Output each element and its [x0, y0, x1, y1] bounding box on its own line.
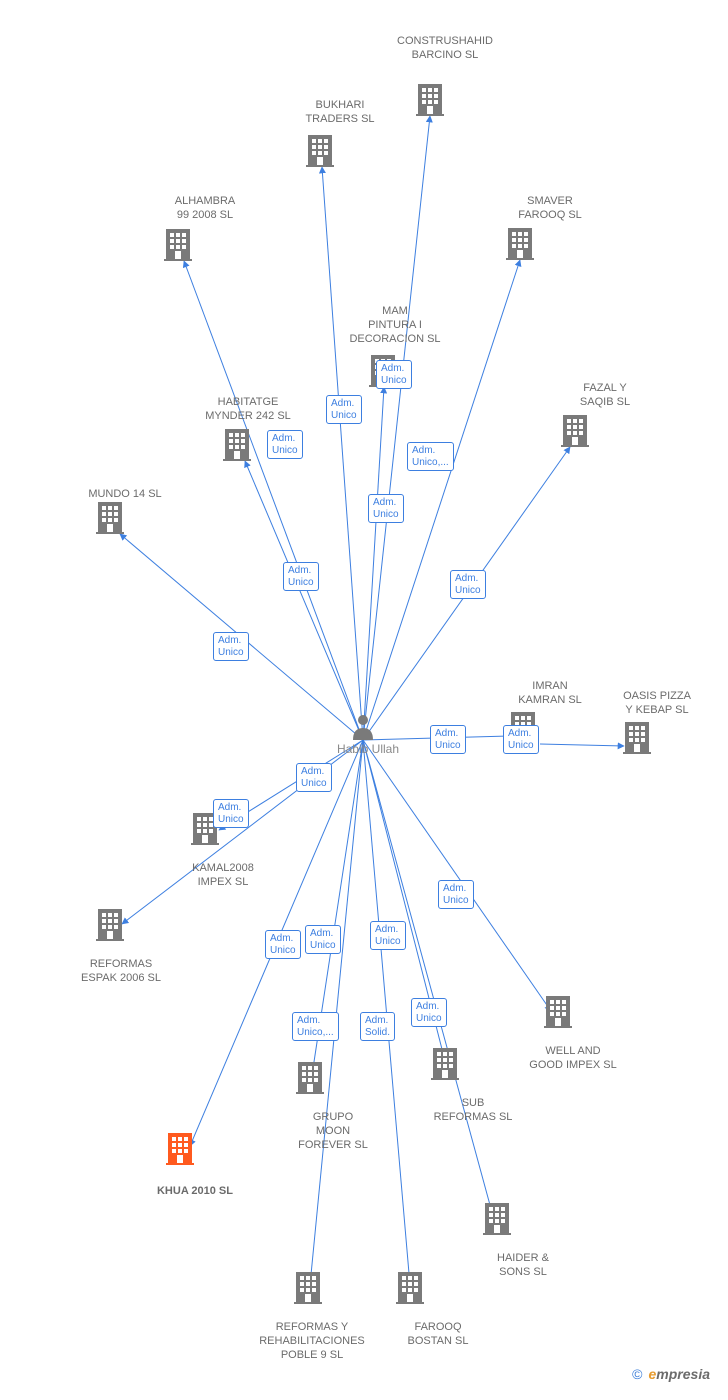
- edge-label: Adm. Unico: [376, 360, 412, 389]
- edge-label: Adm. Unico: [213, 632, 249, 661]
- building-icon[interactable]: [396, 1270, 424, 1304]
- building-icon[interactable]: [416, 82, 444, 116]
- edge-label: Adm. Unico,...: [407, 442, 454, 471]
- building-icon[interactable]: [431, 1046, 459, 1080]
- edge-label: Adm. Solid.: [360, 1012, 395, 1041]
- edge-label: Adm. Unico: [305, 925, 341, 954]
- node-label: FAZAL Y SAQIB SL: [550, 382, 660, 410]
- node-label: IMRAN KAMRAN SL: [495, 680, 605, 708]
- node-label: KAMAL2008 IMPEX SL: [168, 862, 278, 890]
- edge-label: Adm. Unico: [368, 494, 404, 523]
- node-label: SMAVER FAROOQ SL: [495, 195, 605, 223]
- node-label: OASIS PIZZA Y KEBAP SL: [602, 690, 712, 718]
- edge-line: [184, 261, 363, 740]
- building-icon[interactable]: [483, 1201, 511, 1235]
- edge-line: [363, 740, 551, 1011]
- edge-label: Adm. Unico: [411, 998, 447, 1027]
- building-icon[interactable]: [623, 720, 651, 754]
- node-label: KHUA 2010 SL: [140, 1185, 250, 1199]
- building-icon[interactable]: [506, 226, 534, 260]
- building-icon[interactable]: [294, 1270, 322, 1304]
- building-icon[interactable]: [561, 413, 589, 447]
- node-label: HABITATGE MYNDER 242 SL: [193, 396, 303, 424]
- edge-line: [540, 744, 624, 746]
- edge-line: [245, 461, 363, 740]
- node-label: GRUPO MOON FOREVER SL: [278, 1111, 388, 1152]
- edge-line: [363, 387, 384, 740]
- edge-label: Adm. Unico: [438, 880, 474, 909]
- node-label: WELL AND GOOD IMPEX SL: [518, 1045, 628, 1073]
- node-label: SUB REFORMAS SL: [418, 1097, 528, 1125]
- building-icon[interactable]: [164, 227, 192, 261]
- edge-line: [322, 167, 363, 740]
- building-icon[interactable]: [306, 133, 334, 167]
- edge-label: Adm. Unico: [503, 725, 539, 754]
- building-icon[interactable]: [166, 1131, 194, 1165]
- edge-label: Adm. Unico: [430, 725, 466, 754]
- node-label: ALHAMBRA 99 2008 SL: [150, 195, 260, 223]
- edge-label: Adm. Unico,...: [292, 1012, 339, 1041]
- edge-label: Adm. Unico: [370, 921, 406, 950]
- edge-label: Adm. Unico: [213, 799, 249, 828]
- edge-label: Adm. Unico: [296, 763, 332, 792]
- node-label: MAM PINTURA I DECORACION SL: [340, 305, 450, 346]
- node-label: REFORMAS Y REHABILITACIONES POBLE 9 SL: [257, 1321, 367, 1362]
- node-label: FAROOQ BOSTAN SL: [383, 1321, 493, 1349]
- person-icon: [351, 712, 375, 740]
- edge-label: Adm. Unico: [267, 430, 303, 459]
- node-label: MUNDO 14 SL: [70, 488, 180, 502]
- copyright: © empresia: [632, 1366, 710, 1382]
- building-icon[interactable]: [96, 907, 124, 941]
- brand-logo: empresia: [649, 1366, 711, 1382]
- copyright-symbol: ©: [632, 1366, 642, 1382]
- center-label: Habib Ullah: [328, 742, 408, 757]
- edge-label: Adm. Unico: [283, 562, 319, 591]
- edge-label: Adm. Unico: [265, 930, 301, 959]
- building-icon[interactable]: [96, 500, 124, 534]
- building-icon[interactable]: [223, 427, 251, 461]
- building-icon[interactable]: [544, 994, 572, 1028]
- edge-line: [363, 116, 430, 740]
- node-label: BUKHARI TRADERS SL: [285, 99, 395, 127]
- node-label: HAIDER & SONS SL: [468, 1252, 578, 1280]
- edge-label: Adm. Unico: [450, 570, 486, 599]
- building-icon[interactable]: [296, 1060, 324, 1094]
- node-label: REFORMAS ESPAK 2006 SL: [66, 958, 176, 986]
- node-label: CONSTRUSHAHID BARCINO SL: [390, 35, 500, 63]
- edge-label: Adm. Unico: [326, 395, 362, 424]
